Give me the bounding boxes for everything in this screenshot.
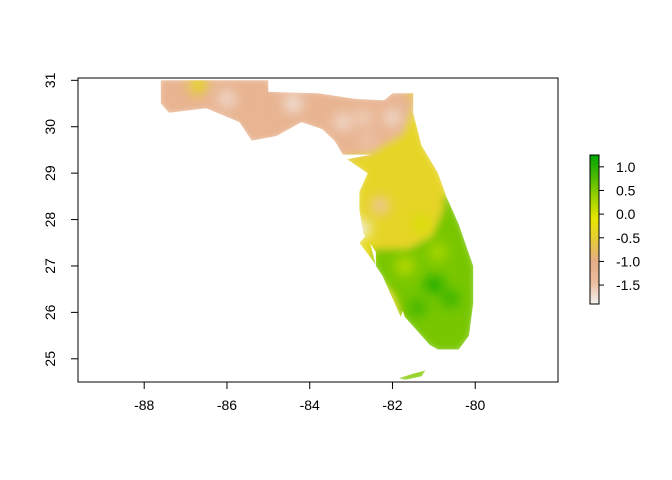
raster-spot-10 — [383, 108, 402, 127]
region-keys — [387, 365, 433, 380]
raster-spot-9 — [354, 108, 373, 127]
raster-spot-14 — [189, 80, 207, 94]
legend-tick-label: -1.0 — [616, 253, 640, 269]
legend-ticks: 1.0 0.5 0.0 -0.5 -1.0 -1.5 — [599, 159, 640, 293]
y-tick-label: 28 — [42, 212, 58, 228]
raster-spot-5 — [412, 215, 431, 234]
plot-area — [77, 77, 559, 383]
y-tick-label: 30 — [42, 119, 58, 135]
y-tick-label: 25 — [42, 351, 58, 367]
legend-tick-label: -0.5 — [616, 230, 640, 246]
legend-tick-label: 1.0 — [616, 159, 636, 175]
legend-tick-label: 0.5 — [616, 182, 636, 198]
legend-tick-label: 0.0 — [616, 206, 636, 222]
y-tick-label: 26 — [42, 304, 58, 320]
raster-spot-1 — [408, 298, 427, 317]
raster-layer — [160, 80, 474, 380]
raster-spot-12 — [371, 196, 390, 215]
raster-spot-0 — [424, 275, 443, 294]
x-tick-label: -80 — [465, 397, 485, 413]
y-tick-label: 31 — [42, 72, 58, 88]
x-tick-label: -82 — [382, 397, 402, 413]
raster-spot-2 — [441, 289, 460, 308]
raster-spot-11 — [358, 131, 377, 150]
y-axis: 25 26 27 28 29 30 31 — [42, 72, 79, 367]
legend-tick-label: -1.5 — [616, 277, 640, 293]
raster-spot-8 — [333, 113, 352, 132]
raster-spot-6 — [217, 89, 236, 108]
raster-spot-7 — [284, 94, 303, 113]
raster-spot-13 — [352, 219, 371, 238]
raster-spot-4 — [429, 243, 447, 262]
y-tick-label: 29 — [42, 165, 58, 181]
legend-color-bar — [589, 154, 600, 305]
x-tick-label: -88 — [134, 397, 154, 413]
x-tick-label: -86 — [217, 397, 237, 413]
raster-spot-15 — [408, 82, 427, 101]
region-peninsula — [372, 195, 474, 353]
x-tick-label: -84 — [300, 397, 320, 413]
x-axis: -88 -86 -84 -82 -80 — [134, 381, 486, 413]
raster-spot-3 — [395, 256, 414, 275]
y-tick-label: 27 — [42, 258, 58, 274]
color-legend: 1.0 0.5 0.0 -0.5 -1.0 -1.5 — [589, 154, 640, 305]
